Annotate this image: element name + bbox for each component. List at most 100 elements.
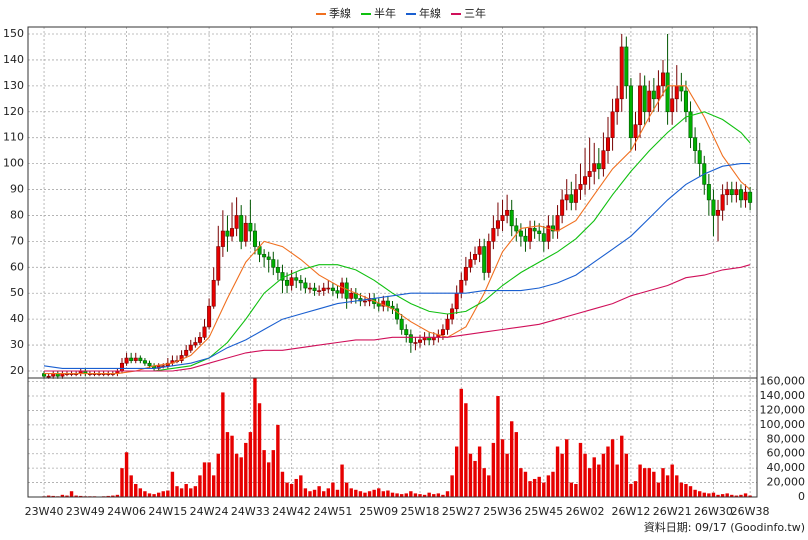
candle-body	[202, 326, 207, 338]
candle-body	[408, 334, 413, 343]
candle-body	[564, 194, 569, 201]
candle-body	[697, 150, 702, 164]
volume-bar	[152, 494, 156, 497]
volume-tick-label: 0	[798, 490, 805, 503]
volume-bar	[244, 442, 248, 497]
candle-body	[335, 290, 340, 294]
volume-bar	[363, 492, 367, 497]
volume-bar	[523, 471, 528, 497]
candle-body	[633, 124, 638, 138]
volume-bar	[399, 494, 404, 497]
moving-average-line	[44, 264, 751, 372]
candle-body	[46, 375, 51, 378]
candle-body	[729, 189, 734, 196]
candle-body	[404, 329, 409, 336]
volume-bar	[289, 484, 294, 497]
y-tick-label: 130	[3, 79, 24, 92]
volume-bar	[46, 495, 51, 497]
candle-body	[605, 137, 610, 151]
volume-bar	[560, 453, 564, 497]
candle-body	[748, 191, 753, 203]
volume-bar	[450, 475, 454, 497]
candle-body	[665, 72, 670, 113]
volume-bar	[496, 396, 500, 497]
volume-bar	[175, 486, 179, 497]
candle-body	[418, 339, 423, 343]
candle-body	[271, 259, 276, 268]
candle-body	[716, 209, 721, 216]
candle-body	[532, 228, 537, 232]
volume-tick-label: 120,000	[760, 403, 806, 416]
volume-bar	[743, 493, 748, 497]
candle-body	[399, 318, 404, 330]
candle-body	[197, 337, 202, 343]
candle-body	[129, 357, 134, 361]
candle-body	[628, 85, 633, 138]
volume-bar	[441, 494, 445, 497]
candle-body	[674, 85, 679, 100]
x-tick-label: 25W27	[442, 505, 481, 518]
volume-bar	[505, 453, 509, 497]
volume-bar	[69, 491, 74, 497]
candle-body	[583, 176, 588, 185]
volume-bar	[225, 432, 230, 497]
x-tick-label: 26W12	[611, 505, 650, 518]
candle-body	[211, 279, 216, 307]
volume-bar	[267, 462, 271, 497]
volume-bar	[354, 489, 358, 497]
volume-bar	[202, 462, 207, 497]
volume-bar	[697, 491, 702, 497]
volume-bar	[555, 446, 560, 497]
candle-body	[518, 230, 523, 237]
candle-body	[317, 290, 322, 292]
volume-bar	[500, 439, 505, 497]
candle-body	[491, 228, 496, 242]
candle-body	[555, 215, 560, 232]
volume-bar	[592, 457, 596, 497]
volume-bar	[546, 475, 551, 497]
candle-body	[445, 318, 450, 330]
candle-body	[477, 246, 482, 255]
volume-bar	[120, 468, 124, 497]
candle-body	[225, 230, 230, 237]
volume-bar	[473, 460, 477, 497]
volume-bar	[436, 493, 441, 497]
y-tick-label: 100	[3, 157, 24, 170]
candle-body	[706, 184, 711, 201]
volume-bar	[74, 495, 78, 497]
volume-bar	[326, 488, 331, 497]
volume-bar	[372, 489, 376, 497]
volume-bar	[211, 475, 216, 497]
candle-body	[523, 235, 528, 242]
candle-body	[133, 357, 138, 361]
x-tick-label: 23W40	[25, 505, 64, 518]
candle-body	[619, 46, 624, 100]
x-tick-label: 25W45	[524, 505, 563, 518]
volume-bar	[216, 453, 220, 497]
volume-bar	[386, 490, 390, 497]
volume-bar	[124, 452, 129, 497]
volume-bar	[477, 446, 482, 497]
candle-body	[688, 111, 693, 138]
volume-tick-label: 160,000	[760, 375, 806, 388]
volume-tick-label: 60,000	[767, 447, 806, 460]
volume-bar	[65, 495, 69, 497]
volume-bar	[170, 471, 175, 497]
candle-body	[184, 349, 189, 356]
candle-body	[142, 360, 147, 364]
candle-body	[463, 267, 468, 281]
volume-bar	[60, 494, 65, 497]
candle-body	[395, 308, 400, 320]
volume-bar	[620, 435, 624, 497]
volume-bar	[308, 491, 312, 497]
volume-bar	[542, 482, 546, 497]
y-tick-label: 110	[3, 131, 24, 144]
x-tick-label: 24W24	[190, 505, 229, 518]
candle-body	[239, 215, 244, 242]
volume-bar	[377, 488, 381, 497]
volume-bar	[661, 468, 665, 497]
candle-body	[468, 259, 473, 268]
x-tick-label: 25W18	[401, 505, 440, 518]
candle-body	[376, 303, 381, 307]
volume-bar	[344, 482, 349, 497]
